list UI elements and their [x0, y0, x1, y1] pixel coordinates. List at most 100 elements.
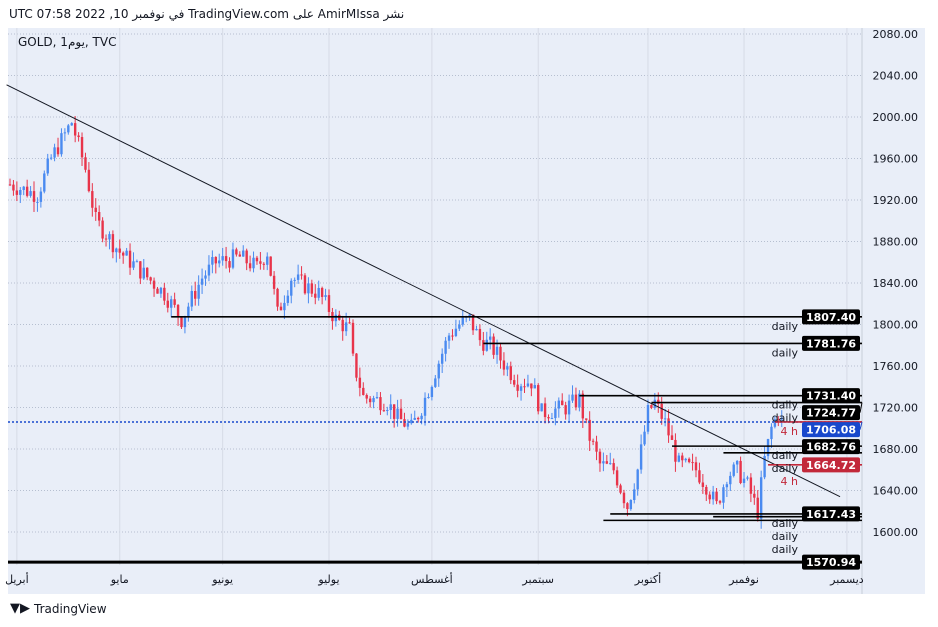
level-price-tag	[802, 388, 860, 404]
candle	[711, 485, 715, 505]
candle-body	[694, 462, 698, 471]
candle-body	[499, 346, 502, 361]
candle-body	[290, 280, 293, 296]
level-price-label: 1570.94	[806, 556, 856, 569]
candle-body	[739, 460, 742, 483]
candle-body	[715, 491, 718, 502]
candle-body	[447, 335, 451, 341]
candle	[118, 239, 121, 259]
candle	[60, 128, 63, 157]
candle-body	[633, 489, 636, 500]
candle-body	[434, 378, 437, 387]
candle-body	[523, 386, 526, 388]
candle-body	[550, 418, 554, 420]
candle-body	[293, 279, 296, 281]
candle	[224, 246, 228, 269]
candle	[684, 457, 687, 463]
candle-body	[619, 485, 622, 493]
candle	[735, 460, 739, 474]
candle-body	[598, 451, 602, 464]
y-tick-label: 1960.00	[873, 153, 919, 166]
candle	[451, 329, 454, 341]
candle	[183, 315, 187, 334]
candle	[190, 285, 193, 311]
candle-body	[101, 220, 104, 239]
candle	[84, 152, 87, 173]
tag-leader	[859, 421, 863, 430]
candle-body	[139, 261, 142, 279]
y-tick-label: 2000.00	[873, 111, 919, 124]
y-tick-label: 1720.00	[873, 402, 919, 415]
candle	[691, 453, 694, 471]
candle-body	[591, 440, 595, 442]
candle-body	[341, 319, 344, 332]
candle-body	[663, 418, 667, 420]
candle-body	[368, 398, 372, 403]
candle	[248, 255, 252, 272]
tradingview-footer: ▼▶ TradingView	[10, 601, 107, 616]
level-price-label: 1664.72	[806, 459, 856, 472]
candle-body	[77, 135, 80, 138]
candle	[413, 410, 416, 421]
candle-body	[444, 340, 447, 354]
candle	[430, 385, 434, 401]
candle-body	[403, 419, 406, 427]
candle	[73, 116, 77, 143]
candle-body	[25, 186, 29, 196]
candle	[372, 395, 375, 409]
candle	[269, 256, 272, 277]
candle	[314, 284, 317, 305]
candle-body	[564, 405, 567, 415]
candle	[694, 456, 698, 478]
candle	[358, 367, 362, 397]
candle	[670, 425, 674, 441]
candle	[705, 484, 708, 502]
candle-body	[190, 290, 193, 307]
candle-body	[602, 461, 605, 464]
candle	[458, 320, 461, 332]
candle	[650, 404, 653, 410]
candle	[341, 315, 344, 341]
candle-body	[742, 478, 746, 483]
x-tick-label: أغسطس	[411, 572, 453, 586]
candle	[687, 457, 691, 464]
candle	[300, 266, 303, 280]
y-tick-label: 1840.00	[873, 277, 919, 290]
candle	[262, 262, 266, 270]
candle	[228, 257, 231, 273]
time-axis-background	[8, 565, 862, 594]
candle-body	[224, 256, 228, 262]
candle-body	[238, 254, 242, 257]
candle	[128, 243, 132, 275]
candle	[91, 183, 94, 217]
candle	[485, 331, 488, 352]
candle	[242, 245, 245, 257]
candle-body	[753, 493, 756, 498]
candle	[766, 438, 770, 460]
candle-body	[115, 248, 118, 253]
candle-body	[156, 288, 159, 294]
candle-body	[636, 469, 639, 490]
candle-body	[180, 316, 183, 328]
candle-body	[578, 393, 581, 408]
candle	[43, 170, 46, 194]
tradingview-logo-icon: ▼▶	[10, 601, 30, 616]
candle	[365, 393, 368, 404]
candle-body	[63, 132, 67, 134]
y-tick-label: 1640.00	[873, 485, 919, 498]
candle-body	[759, 477, 763, 519]
publish-header: UTC في نوفمبر 10, 2022 07:58 TradingView…	[9, 7, 405, 21]
candle-body	[39, 191, 43, 202]
x-tick-label: سبتمبر	[521, 573, 554, 586]
candle	[180, 316, 183, 330]
candle-body	[214, 256, 217, 264]
candle-body	[200, 278, 204, 285]
candle-body	[588, 419, 591, 441]
level-price-label: 1682.76	[806, 441, 856, 454]
candle	[77, 132, 80, 142]
candle	[780, 410, 783, 428]
candle	[763, 446, 766, 480]
candle-body	[489, 336, 492, 340]
candle	[461, 310, 464, 327]
